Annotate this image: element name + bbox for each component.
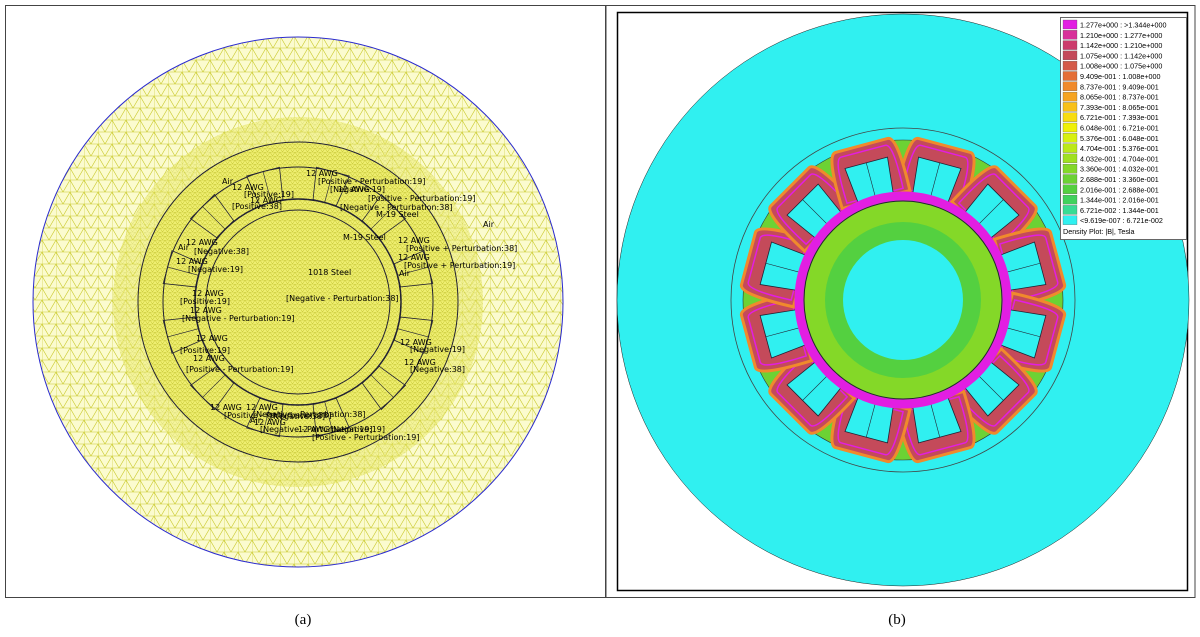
region-label: [Negative:38] xyxy=(410,365,465,374)
legend-label: 1.277e+000 : >1.344e+000 xyxy=(1080,21,1167,30)
region-label: M-19 Steel xyxy=(376,210,419,219)
legend-swatch xyxy=(1063,195,1077,204)
region-label: Air xyxy=(399,269,411,278)
legend-swatch xyxy=(1063,123,1077,132)
legend-label: 1.210e+000 : 1.277e+000 xyxy=(1080,31,1162,40)
region-label: [Negative - Perturbation:38] xyxy=(286,294,399,303)
region-label: [Negative:19] xyxy=(410,345,465,354)
legend-swatch xyxy=(1063,216,1077,225)
legend-label: 6.048e-001 : 6.721e-001 xyxy=(1080,124,1159,133)
region-label: [Positive:19] xyxy=(180,297,230,306)
region-label: 1018 Steel xyxy=(308,268,351,277)
region-label: [Negative:38] xyxy=(270,412,325,421)
region-label: 12 AWG xyxy=(338,185,370,194)
region-label: [Positive - Perturbation:19] xyxy=(368,194,475,203)
legend-swatch xyxy=(1063,92,1077,101)
legend-label: 5.376e-001 : 6.048e-001 xyxy=(1080,134,1159,143)
legend-swatch xyxy=(1063,175,1077,184)
legend-swatch xyxy=(1063,154,1077,163)
legend-swatch xyxy=(1063,205,1077,214)
region-label: [Positive + Perturbation:19] xyxy=(404,261,515,270)
legend-swatch xyxy=(1063,72,1077,81)
region-label: M-19 Steel xyxy=(343,233,386,242)
legend-label: 8.065e-001 : 8.737e-001 xyxy=(1080,93,1159,102)
caption: (b) xyxy=(888,612,906,628)
legend-swatch xyxy=(1063,102,1077,111)
region-label: [Negative - Perturbation:19] xyxy=(182,314,295,323)
region-label: [Positive:38] xyxy=(232,202,282,211)
legend-swatch xyxy=(1063,113,1077,122)
region-label: [Negative:19] xyxy=(330,425,385,434)
page: 12 AWG[Positive - Perturbation:19]Air12 … xyxy=(0,0,1200,637)
legend-label: 2.688e-001 : 3.360e-001 xyxy=(1080,175,1159,184)
region-label: 12 AWG xyxy=(186,238,218,247)
legend-swatch xyxy=(1063,51,1077,60)
legend-swatch xyxy=(1063,82,1077,91)
legend-swatch xyxy=(1063,164,1077,173)
legend-swatch xyxy=(1063,20,1077,29)
region-label: [Negative:38] xyxy=(194,247,249,256)
legend-label: <9.619e-007 : 6.721e-002 xyxy=(1080,216,1163,225)
region-label: [Negative:19] xyxy=(188,265,243,274)
legend-swatch xyxy=(1063,144,1077,153)
panel-a: 12 AWG[Positive - Perturbation:19]Air12 … xyxy=(33,37,563,567)
legend-swatch xyxy=(1063,133,1077,142)
legend-swatch xyxy=(1063,30,1077,39)
legend-label: 6.721e-002 : 1.344e-001 xyxy=(1080,206,1159,215)
legend-label: 4.704e-001 : 5.376e-001 xyxy=(1080,144,1159,153)
legend-label: 7.393e-001 : 8.065e-001 xyxy=(1080,103,1159,112)
region-label: Air xyxy=(250,416,262,425)
legend-label: 1.075e+000 : 1.142e+000 xyxy=(1080,51,1162,60)
region-label: [Positive - Perturbation:19] xyxy=(186,365,293,374)
legend-label: 8.737e-001 : 9.409e-001 xyxy=(1080,82,1159,91)
rotor-core xyxy=(843,240,963,360)
caption: (a) xyxy=(295,612,312,628)
region-label: [Positive + Perturbation:38] xyxy=(406,244,517,253)
region-label: Air xyxy=(483,220,495,229)
legend-label: 6.721e-001 : 7.393e-001 xyxy=(1080,113,1159,122)
legend-label: 1.008e+000 : 1.075e+000 xyxy=(1080,62,1162,71)
legend-label: 1.142e+000 : 1.210e+000 xyxy=(1080,41,1162,50)
legend: 1.277e+000 : >1.344e+0001.210e+000 : 1.2… xyxy=(1061,18,1187,240)
region-label: [Positive - Perturbation:19] xyxy=(312,433,419,442)
legend-swatch xyxy=(1063,185,1077,194)
legend-label: 1.344e-001 : 2.016e-001 xyxy=(1080,196,1159,205)
legend-swatch xyxy=(1063,41,1077,50)
figure: 12 AWG[Positive - Perturbation:19]Air12 … xyxy=(0,0,1200,637)
legend-title: Density Plot: |B|, Tesla xyxy=(1063,227,1135,236)
legend-swatch xyxy=(1063,61,1077,70)
region-label: 12 AWG xyxy=(193,354,225,363)
legend-label: 4.032e-001 : 4.704e-001 xyxy=(1080,154,1159,163)
legend-label: 2.016e-001 : 2.688e-001 xyxy=(1080,185,1159,194)
region-label: 12 AWG xyxy=(196,334,228,343)
legend-label: 3.360e-001 : 4.032e-001 xyxy=(1080,165,1159,174)
legend-label: 9.409e-001 : 1.008e+000 xyxy=(1080,72,1161,81)
